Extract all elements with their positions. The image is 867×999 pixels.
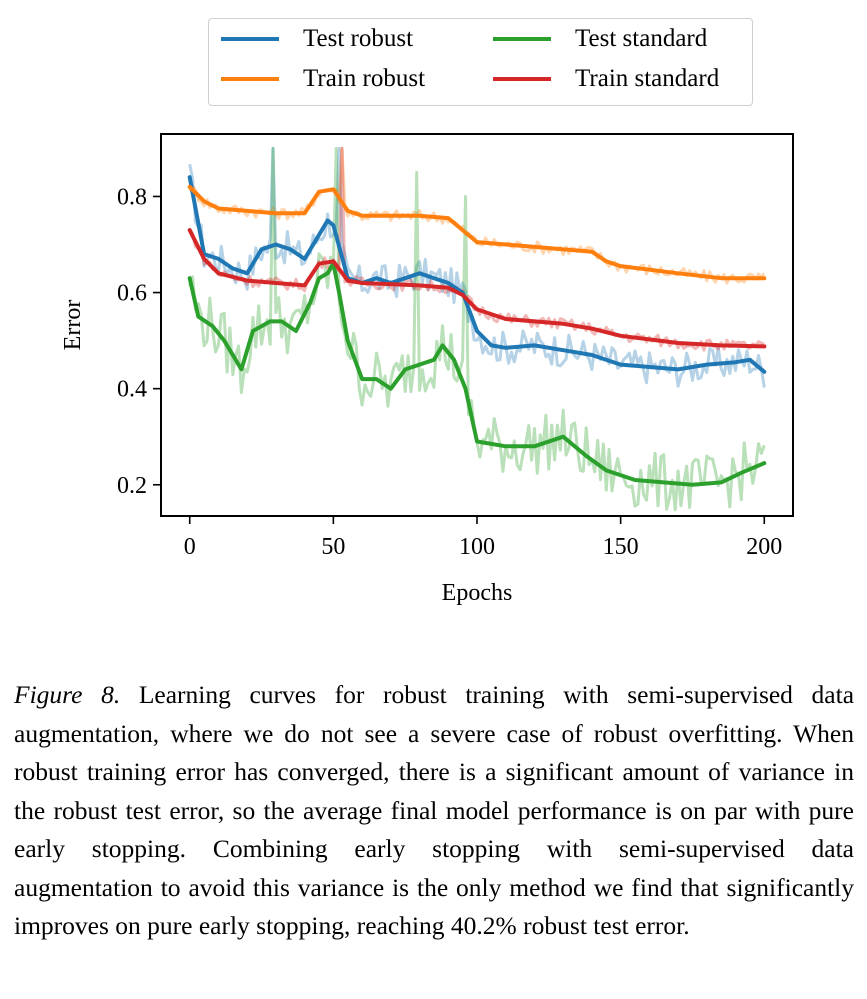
legend-item-train-standard: Train standard (493, 65, 719, 93)
x-axis-label: Epochs (442, 580, 513, 606)
legend-swatch-test-standard (493, 37, 551, 41)
y-tick-label: 0.2 (117, 473, 147, 499)
caption-label: Figure 8. (14, 680, 121, 709)
series-layer (187, 146, 767, 512)
legend-swatch-train-standard (493, 77, 551, 81)
raw-series-test-robust (188, 146, 766, 388)
legend-item-test-standard: Test standard (493, 25, 707, 53)
learning-curves-chart: 0 50 100 150 200 0.2 0.4 0.6 0.8 Epochs Error (60, 133, 794, 606)
x-tick-label: 100 (459, 534, 495, 560)
legend-label-test-standard: Test standard (575, 25, 708, 52)
legend-item-train-robust: Train robust (221, 65, 425, 93)
series-line-train-standard (187, 228, 767, 349)
series-line-test-standard (187, 261, 767, 487)
x-tick-label: 50 (321, 534, 345, 560)
legend-label-test-robust: Test robust (303, 25, 414, 52)
x-tick-label: 0 (184, 534, 196, 560)
series-line-test-robust (187, 175, 767, 374)
chart-legend: Test robust Test standard Train robust T… (208, 18, 753, 106)
y-axis-label: Error (60, 300, 86, 351)
x-tick-label: 200 (746, 534, 782, 560)
legend-label-train-standard: Train standard (575, 65, 720, 92)
plot-frame (160, 133, 794, 517)
caption-text: Learning curves for robust training with… (14, 680, 855, 940)
y-tick-label: 0.8 (117, 184, 147, 210)
legend-swatch-test-robust (221, 37, 279, 41)
x-tick-label: 150 (603, 534, 639, 560)
figure-caption: Figure 8. Learning curves for robust tra… (14, 676, 854, 946)
series-line-train-robust (187, 184, 767, 281)
y-tick-label: 0.4 (117, 377, 147, 403)
legend-item-test-robust: Test robust (221, 25, 413, 53)
y-tick-label: 0.6 (117, 281, 147, 307)
axis-layer: 0 50 100 150 200 0.2 0.4 0.6 0.8 (117, 184, 782, 560)
legend-swatch-train-robust (221, 77, 279, 81)
legend-label-train-robust: Train robust (303, 65, 426, 92)
